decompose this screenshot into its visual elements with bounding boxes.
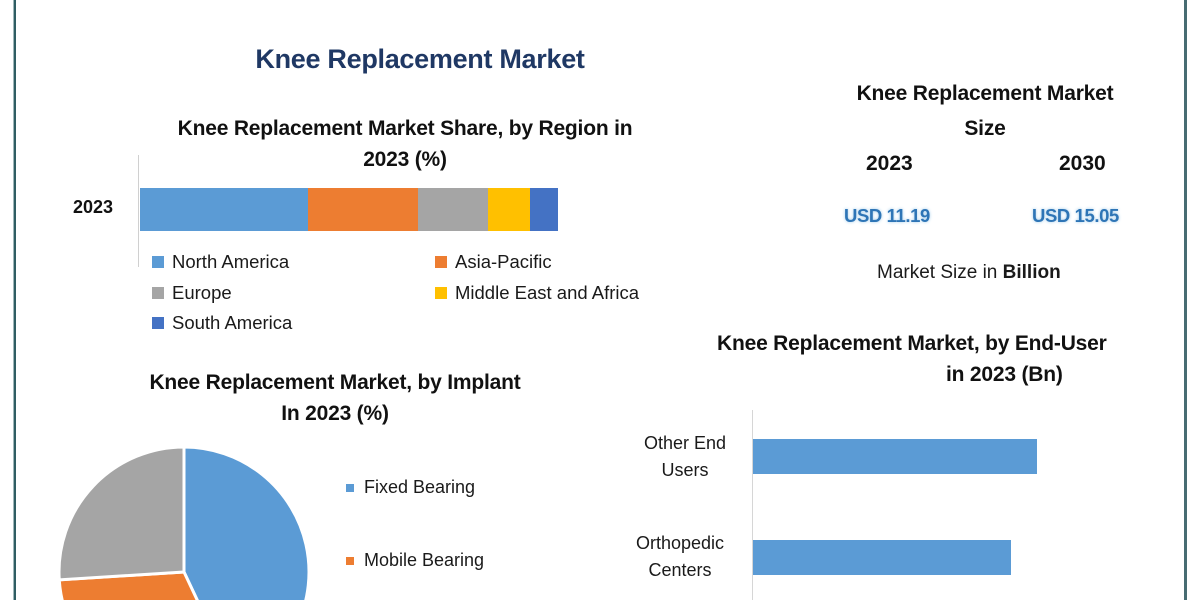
legend-item-europe: Europe bbox=[152, 282, 232, 304]
legend-label: Europe bbox=[172, 282, 232, 303]
market-size-title-line2: Size bbox=[964, 117, 1006, 140]
enduser-chart-title: Knee Replacement Market, by End-User in … bbox=[700, 328, 1180, 390]
bar-segment-middle-east-and-africa bbox=[487, 188, 530, 231]
legend-swatch-europe bbox=[152, 287, 164, 299]
market-size-note-prefix: Market Size in bbox=[877, 262, 1003, 283]
implant-pie bbox=[57, 445, 311, 600]
legend-swatch-mobile-bearing bbox=[346, 556, 354, 565]
market-size-year-2023: 2023 bbox=[866, 152, 913, 175]
legend-swatch-south-america bbox=[152, 317, 164, 329]
legend-swatch-middle-east-africa bbox=[435, 287, 447, 299]
frame-left-border bbox=[13, 0, 16, 600]
legend-label: South America bbox=[172, 312, 293, 333]
bar-segment-europe bbox=[417, 188, 488, 231]
pie-slice-other-unlabeled-gray bbox=[57, 445, 186, 582]
implant-chart-title-line1: Knee Replacement Market, by Implant bbox=[149, 371, 521, 394]
legend-item-south-america: South America bbox=[152, 312, 292, 334]
pie-slice-fixed-bearing bbox=[182, 445, 311, 600]
region-chart-title-line1: Knee Replacement Market Share, by Region… bbox=[177, 117, 633, 140]
region-chart-title: Knee Replacement Market Share, by Region… bbox=[120, 113, 690, 175]
enduser-chart-title-line2: in 2023 (Bn) bbox=[946, 363, 1063, 386]
legend-swatch-fixed-bearing bbox=[346, 483, 354, 492]
legend-item-north-america: North America bbox=[152, 251, 289, 273]
implant-chart-title: Knee Replacement Market, by Implant In 2… bbox=[60, 367, 610, 429]
market-size-value-2030: USD 15.05 bbox=[1032, 205, 1119, 226]
market-size-note-unit: Billion bbox=[1002, 262, 1061, 283]
market-size-title-line1: Knee Replacement Market bbox=[856, 82, 1114, 105]
page-title: Knee Replacement Market bbox=[255, 44, 585, 74]
legend-swatch-asia-pacific bbox=[435, 256, 447, 268]
enduser-bar-orthopedic-centers bbox=[753, 540, 1012, 575]
market-size-value-2023: USD 11.19 bbox=[844, 205, 930, 226]
legend-label: Fixed Bearing bbox=[364, 477, 476, 497]
region-chart-title-line2: 2023 (%) bbox=[363, 148, 447, 171]
bar-segment-north-america bbox=[140, 188, 309, 231]
region-stacked-bar bbox=[140, 188, 558, 231]
legend-label: Asia-Pacific bbox=[455, 251, 552, 272]
category-label-line2: Centers bbox=[648, 560, 712, 580]
bar-segment-asia-pacific bbox=[308, 188, 418, 231]
bar-segment-south-america bbox=[529, 188, 558, 231]
category-label-line1: Other End bbox=[643, 433, 727, 453]
category-label-line2: Users bbox=[661, 460, 709, 480]
category-label-line1: Orthopedic bbox=[635, 533, 725, 553]
legend-item-middle-east-africa: Middle East and Africa bbox=[435, 282, 639, 304]
legend-item-fixed-bearing: Fixed Bearing bbox=[346, 477, 475, 498]
enduser-chart-y-axis bbox=[752, 410, 753, 600]
legend-item-mobile-bearing: Mobile Bearing bbox=[346, 550, 484, 571]
enduser-category-label-other: Other End Users bbox=[615, 430, 755, 484]
region-chart-y-axis bbox=[138, 155, 139, 267]
implant-chart-title-line2: In 2023 (%) bbox=[281, 402, 389, 425]
implant-pie-svg bbox=[57, 445, 311, 600]
enduser-chart-title-line1: Knee Replacement Market, by End-User bbox=[717, 332, 1107, 355]
frame-right-border bbox=[1184, 0, 1187, 600]
legend-swatch-north-america bbox=[152, 256, 164, 268]
legend-label: Mobile Bearing bbox=[364, 550, 485, 570]
market-size-year-2030: 2030 bbox=[1059, 152, 1106, 175]
legend-item-asia-pacific: Asia-Pacific bbox=[435, 251, 552, 273]
market-size-unit-note: Market Size in Billion bbox=[877, 262, 1061, 284]
legend-label: North America bbox=[172, 251, 290, 272]
market-size-title: Knee Replacement Market Size bbox=[800, 76, 1170, 146]
enduser-category-label-orthopedic: Orthopedic Centers bbox=[610, 530, 750, 584]
legend-label: Middle East and Africa bbox=[455, 282, 640, 303]
region-chart-year-label: 2023 bbox=[72, 197, 114, 217]
enduser-bar-other-end-users bbox=[753, 439, 1037, 474]
